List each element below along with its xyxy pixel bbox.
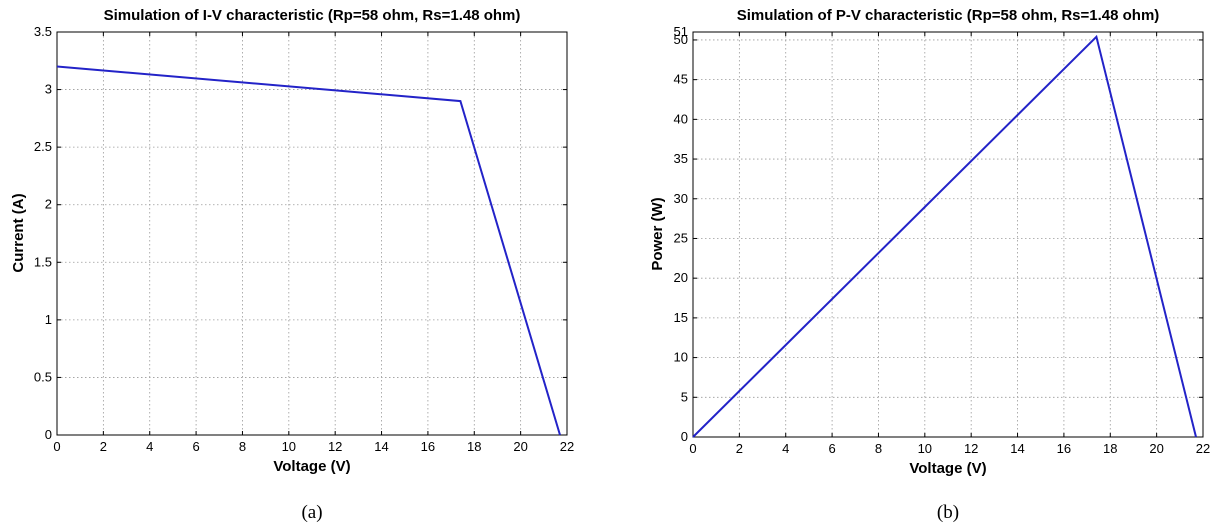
chart-pv-grid: [693, 32, 1203, 437]
chart-iv-xtick-label: 4: [146, 439, 153, 454]
chart-iv-ylabel: Current (A): [10, 193, 27, 272]
chart-pv-xtick-label: 8: [875, 441, 882, 456]
chart-pv-xtick-label: 10: [918, 441, 932, 456]
chart-iv-series-line: [56, 65, 561, 436]
chart-pv-xtick-label: 12: [964, 441, 978, 456]
chart-pv-ytick-label: 30: [674, 191, 688, 206]
chart-pv-xtick-label: 18: [1103, 441, 1117, 456]
chart-pv-xtick-label: 22: [1196, 441, 1210, 456]
chart-iv-xlabel: Voltage (V): [273, 458, 350, 475]
chart-iv-ticks: 0 2 4 6 8 10 12 14 16 18 20 22 0 0.5 1 1.5 2 2.5 3 3.5: [34, 24, 574, 454]
chart-pv-ytick-label: 50: [674, 32, 688, 47]
chart-iv-ytick-label: 3: [45, 82, 52, 97]
chart-pv-ytick-label: 20: [674, 270, 688, 285]
chart-pv-ylabel: Power (W): [649, 197, 666, 270]
chart-iv-plot-area: [56, 31, 568, 436]
chart-iv: Simulation of I-V characteristic (Rp=58 …: [10, 7, 574, 523]
chart-iv-xtick-label: 8: [239, 439, 246, 454]
chart-pv-ytick-label: 25: [674, 230, 688, 245]
chart-pv-xtick-label: 2: [736, 441, 743, 456]
chart-pv-ytick-label: 51: [674, 24, 688, 39]
chart-iv-xtick-label: 10: [282, 439, 296, 454]
chart-pv-ytick-label: 45: [674, 72, 688, 87]
chart-iv-xtick-label: 22: [560, 439, 574, 454]
chart-iv-xtick-label: 18: [467, 439, 481, 454]
chart-pv-xtick-label: 14: [1010, 441, 1024, 456]
chart-pv: Simulation of P-V characteristic (Rp=58 …: [649, 7, 1210, 523]
chart-iv-xtick-label: 12: [328, 439, 342, 454]
chart-iv-ytick-label: 2: [45, 197, 52, 212]
chart-iv-ytick-label: 0.5: [34, 369, 52, 384]
chart-pv-title: Simulation of P-V characteristic (Rp=58 …: [737, 7, 1160, 24]
chart-iv-xtick-label: 14: [374, 439, 388, 454]
chart-pv-plot-area: [692, 31, 1204, 438]
chart-pv-xtick-label: 20: [1149, 441, 1163, 456]
chart-pv-xlabel: Voltage (V): [909, 460, 986, 477]
chart-iv-grid: [57, 32, 567, 435]
chart-iv-ytick-label: 1: [45, 312, 52, 327]
chart-pv-ytick-label: 35: [674, 151, 688, 166]
chart-iv-xtick-label: 0: [53, 439, 60, 454]
chart-iv-xtick-label: 6: [192, 439, 199, 454]
chart-iv-xtick-label: 16: [421, 439, 435, 454]
chart-iv-title: Simulation of I-V characteristic (Rp=58 …: [104, 7, 521, 24]
chart-pv-caption: (b): [937, 502, 959, 523]
chart-pv-xtick-label: 16: [1057, 441, 1071, 456]
chart-pv-ticks: 0 2 4 6 8 10 12 14 16 18 20 22 0 5 10 15 20 25 30 35 40 45 505…: [674, 24, 1211, 456]
chart-iv-xtick-label: 20: [513, 439, 527, 454]
chart-iv-ytick-label: 3.5: [34, 24, 52, 39]
chart-iv-ytick-label: 1.5: [34, 254, 52, 269]
chart-pv-ytick-label: 10: [674, 350, 688, 365]
chart-pv-ytick-label: 0: [681, 429, 688, 444]
chart-pv-ytick-label: 40: [674, 111, 688, 126]
chart-pv-xtick-label: 6: [828, 441, 835, 456]
chart-pv-xtick-label: 0: [689, 441, 696, 456]
chart-iv-series: [56, 65, 561, 436]
chart-pv-series-line: [692, 34, 1197, 438]
chart-pv-series: [692, 34, 1197, 438]
chart-pv-ytick-label: 15: [674, 310, 688, 325]
chart-iv-ytick-label: 0: [45, 427, 52, 442]
chart-iv-xtick-label: 2: [100, 439, 107, 454]
chart-iv-caption: (a): [301, 502, 322, 523]
chart-pv-ytick-label: 5: [681, 389, 688, 404]
chart-iv-ytick-label: 2.5: [34, 139, 52, 154]
chart-pv-xtick-label: 4: [782, 441, 789, 456]
